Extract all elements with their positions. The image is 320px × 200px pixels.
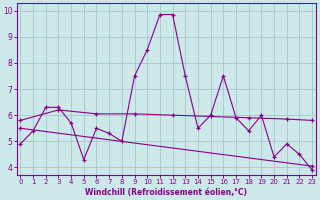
X-axis label: Windchill (Refroidissement éolien,°C): Windchill (Refroidissement éolien,°C) [85,188,247,197]
